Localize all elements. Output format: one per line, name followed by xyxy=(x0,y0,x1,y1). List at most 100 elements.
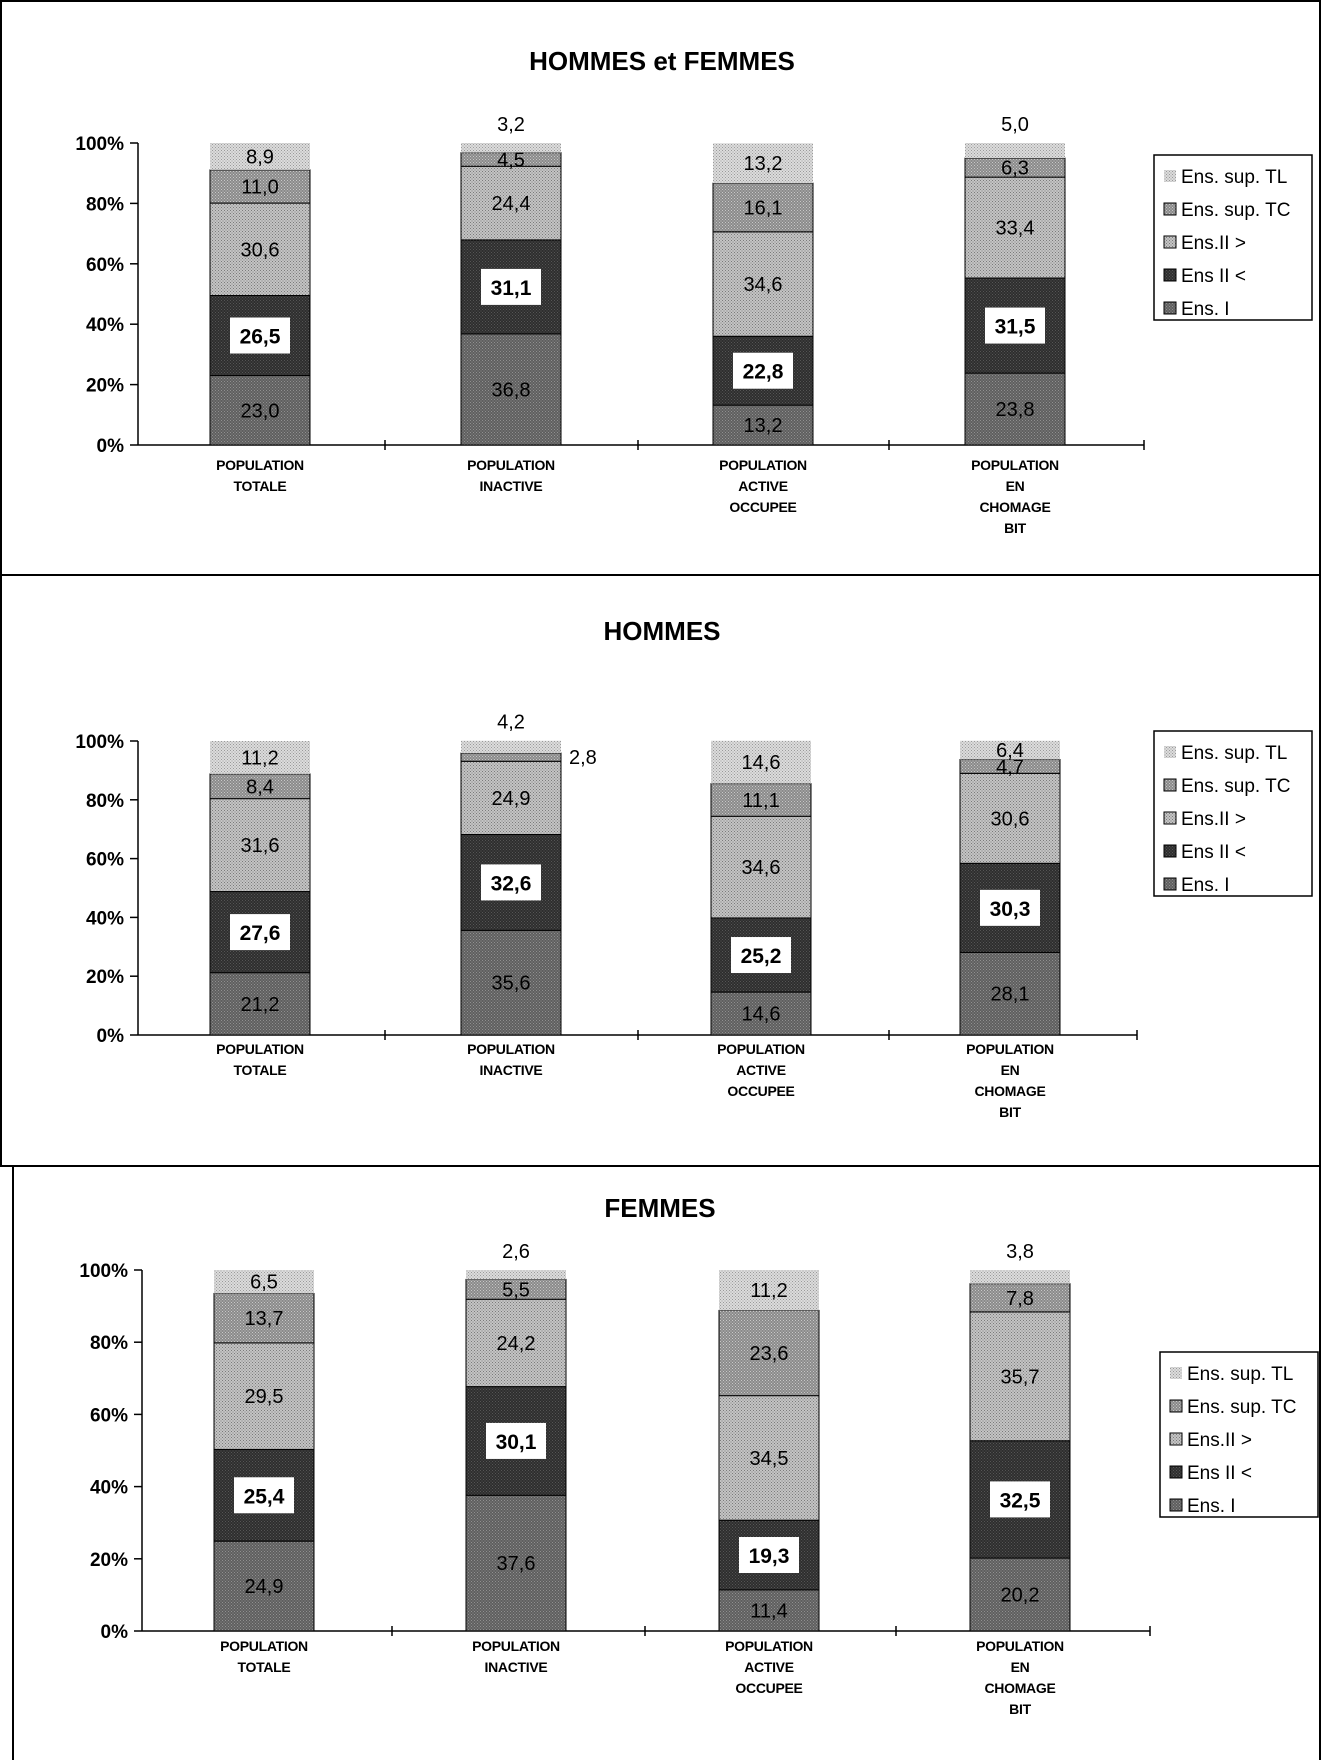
data-label: 28,1 xyxy=(991,984,1030,1006)
y-tick-label: 0% xyxy=(101,1622,129,1643)
legend-swatch xyxy=(1163,844,1177,858)
data-label: 36,8 xyxy=(492,379,531,401)
x-category-label: OCCUPEE xyxy=(735,1680,802,1696)
data-label-box xyxy=(980,889,1040,926)
bar-segment xyxy=(712,231,814,337)
data-label: 30,3 xyxy=(990,898,1031,921)
x-category-label: BIT xyxy=(999,1104,1021,1120)
chart-hommes: HOMMES 0% 20% 40% 60% 80% 100% 21,2 27,6 31,6 8,4 1… xyxy=(75,616,1313,1120)
bar-segment xyxy=(460,165,562,241)
data-label: 25,4 xyxy=(244,1485,285,1508)
y-tick-label: 100% xyxy=(75,732,124,753)
x-category-label: ACTIVE xyxy=(738,478,788,494)
bar-segment xyxy=(712,404,814,446)
x-category-label: CHOMAGE xyxy=(974,1083,1045,1099)
x-category-label: POPULATION xyxy=(976,1638,1064,1654)
y-tick-label: 20% xyxy=(86,376,124,397)
legend-swatch xyxy=(1164,170,1176,182)
data-label: 37,6 xyxy=(497,1553,536,1575)
data-label: 23,0 xyxy=(241,400,280,422)
data-label: 16,1 xyxy=(744,197,783,219)
bar-segment xyxy=(959,759,1061,774)
data-label: 25,2 xyxy=(741,945,782,968)
x-category-label: INACTIVE xyxy=(480,478,543,494)
data-label: 24,9 xyxy=(492,788,531,810)
data-label: 13,7 xyxy=(245,1308,284,1330)
x-category-label: INACTIVE xyxy=(480,1062,543,1078)
bar-segment xyxy=(209,798,311,893)
data-label: 11,2 xyxy=(241,747,278,769)
y-tick-label: 20% xyxy=(90,1550,128,1571)
legend-swatch xyxy=(1169,1498,1183,1512)
legend-swatch xyxy=(1169,1465,1183,1479)
bar-segment xyxy=(712,182,814,233)
x-category-label: POPULATION xyxy=(725,1638,813,1654)
data-label: 11,2 xyxy=(750,1280,787,1302)
data-label: 32,6 xyxy=(491,872,532,895)
x-category-label: TOTALE xyxy=(234,478,287,494)
legend-label: Ens. I xyxy=(1187,1496,1236,1517)
data-label: 11,0 xyxy=(241,176,278,198)
legend-label: Ens.II > xyxy=(1181,809,1246,830)
bar-segment xyxy=(209,972,311,1036)
bar-segment xyxy=(466,1270,566,1280)
legend-swatch xyxy=(1169,1399,1183,1413)
data-label: 8,4 xyxy=(246,776,274,798)
data-label-box xyxy=(739,1537,799,1574)
y-tick-label: 0% xyxy=(97,436,125,457)
data-label: 27,6 xyxy=(240,922,281,945)
y-tick-label: 60% xyxy=(86,850,124,871)
data-label: 4,7 xyxy=(996,756,1024,778)
legend-label: Ens II < xyxy=(1181,266,1246,287)
x-category-label: CHOMAGE xyxy=(984,1680,1055,1696)
data-label: 5,5 xyxy=(502,1279,530,1301)
data-label-box xyxy=(230,914,290,951)
x-category-label: EN xyxy=(1011,1659,1030,1675)
data-label: 23,6 xyxy=(750,1343,789,1365)
bar-segment xyxy=(711,740,811,784)
data-label: 11,4 xyxy=(750,1600,787,1622)
data-label: 29,5 xyxy=(245,1386,284,1408)
x-category-label: EN xyxy=(1006,478,1025,494)
bar-segment xyxy=(964,176,1066,279)
bar-segment xyxy=(719,1270,819,1311)
data-label-box xyxy=(481,268,541,305)
data-label: 30,6 xyxy=(241,239,280,261)
bar-segment xyxy=(969,1283,1071,1313)
bar-segment xyxy=(965,143,1065,159)
data-label: 7,8 xyxy=(1006,1288,1034,1310)
bar-segment xyxy=(713,143,813,184)
legend-swatch xyxy=(1164,746,1176,758)
legend-label: Ens. sup. TC xyxy=(1187,1397,1296,1418)
data-label: 31,1 xyxy=(491,277,532,300)
x-category-label: POPULATION xyxy=(472,1638,560,1654)
data-label-box xyxy=(731,937,791,974)
data-label: 20,2 xyxy=(1001,1585,1040,1607)
x-category-label: POPULATION xyxy=(467,1041,555,1057)
data-label: 31,5 xyxy=(995,316,1036,339)
data-label: 2,6 xyxy=(502,1241,530,1263)
data-label: 14,6 xyxy=(742,1004,781,1026)
data-label: 34,5 xyxy=(750,1448,789,1470)
y-tick-label: 60% xyxy=(86,255,124,276)
x-category-label: BIT xyxy=(1004,520,1026,536)
legend-label: Ens II < xyxy=(1181,842,1246,863)
bar-segment xyxy=(710,815,812,919)
x-category-label: POPULATION xyxy=(966,1041,1054,1057)
legend-label: Ens. sup. TL xyxy=(1181,167,1287,188)
x-category-label: ACTIVE xyxy=(744,1659,794,1675)
data-label-box xyxy=(990,1481,1050,1518)
legend-swatch xyxy=(1163,877,1177,891)
data-label: 34,6 xyxy=(742,857,781,879)
legend-swatch xyxy=(1163,778,1177,792)
data-label: 19,3 xyxy=(749,1545,790,1568)
bar-segment xyxy=(460,752,562,762)
data-label: 6,4 xyxy=(996,740,1024,762)
data-label: 13,2 xyxy=(744,415,783,437)
bar-segment xyxy=(461,740,561,754)
legend-swatch xyxy=(1170,1367,1182,1379)
y-tick-label: 100% xyxy=(75,134,124,155)
bar-segment xyxy=(959,772,1061,864)
panel-divider xyxy=(0,574,1321,576)
chart-title: HOMMES xyxy=(604,616,721,646)
